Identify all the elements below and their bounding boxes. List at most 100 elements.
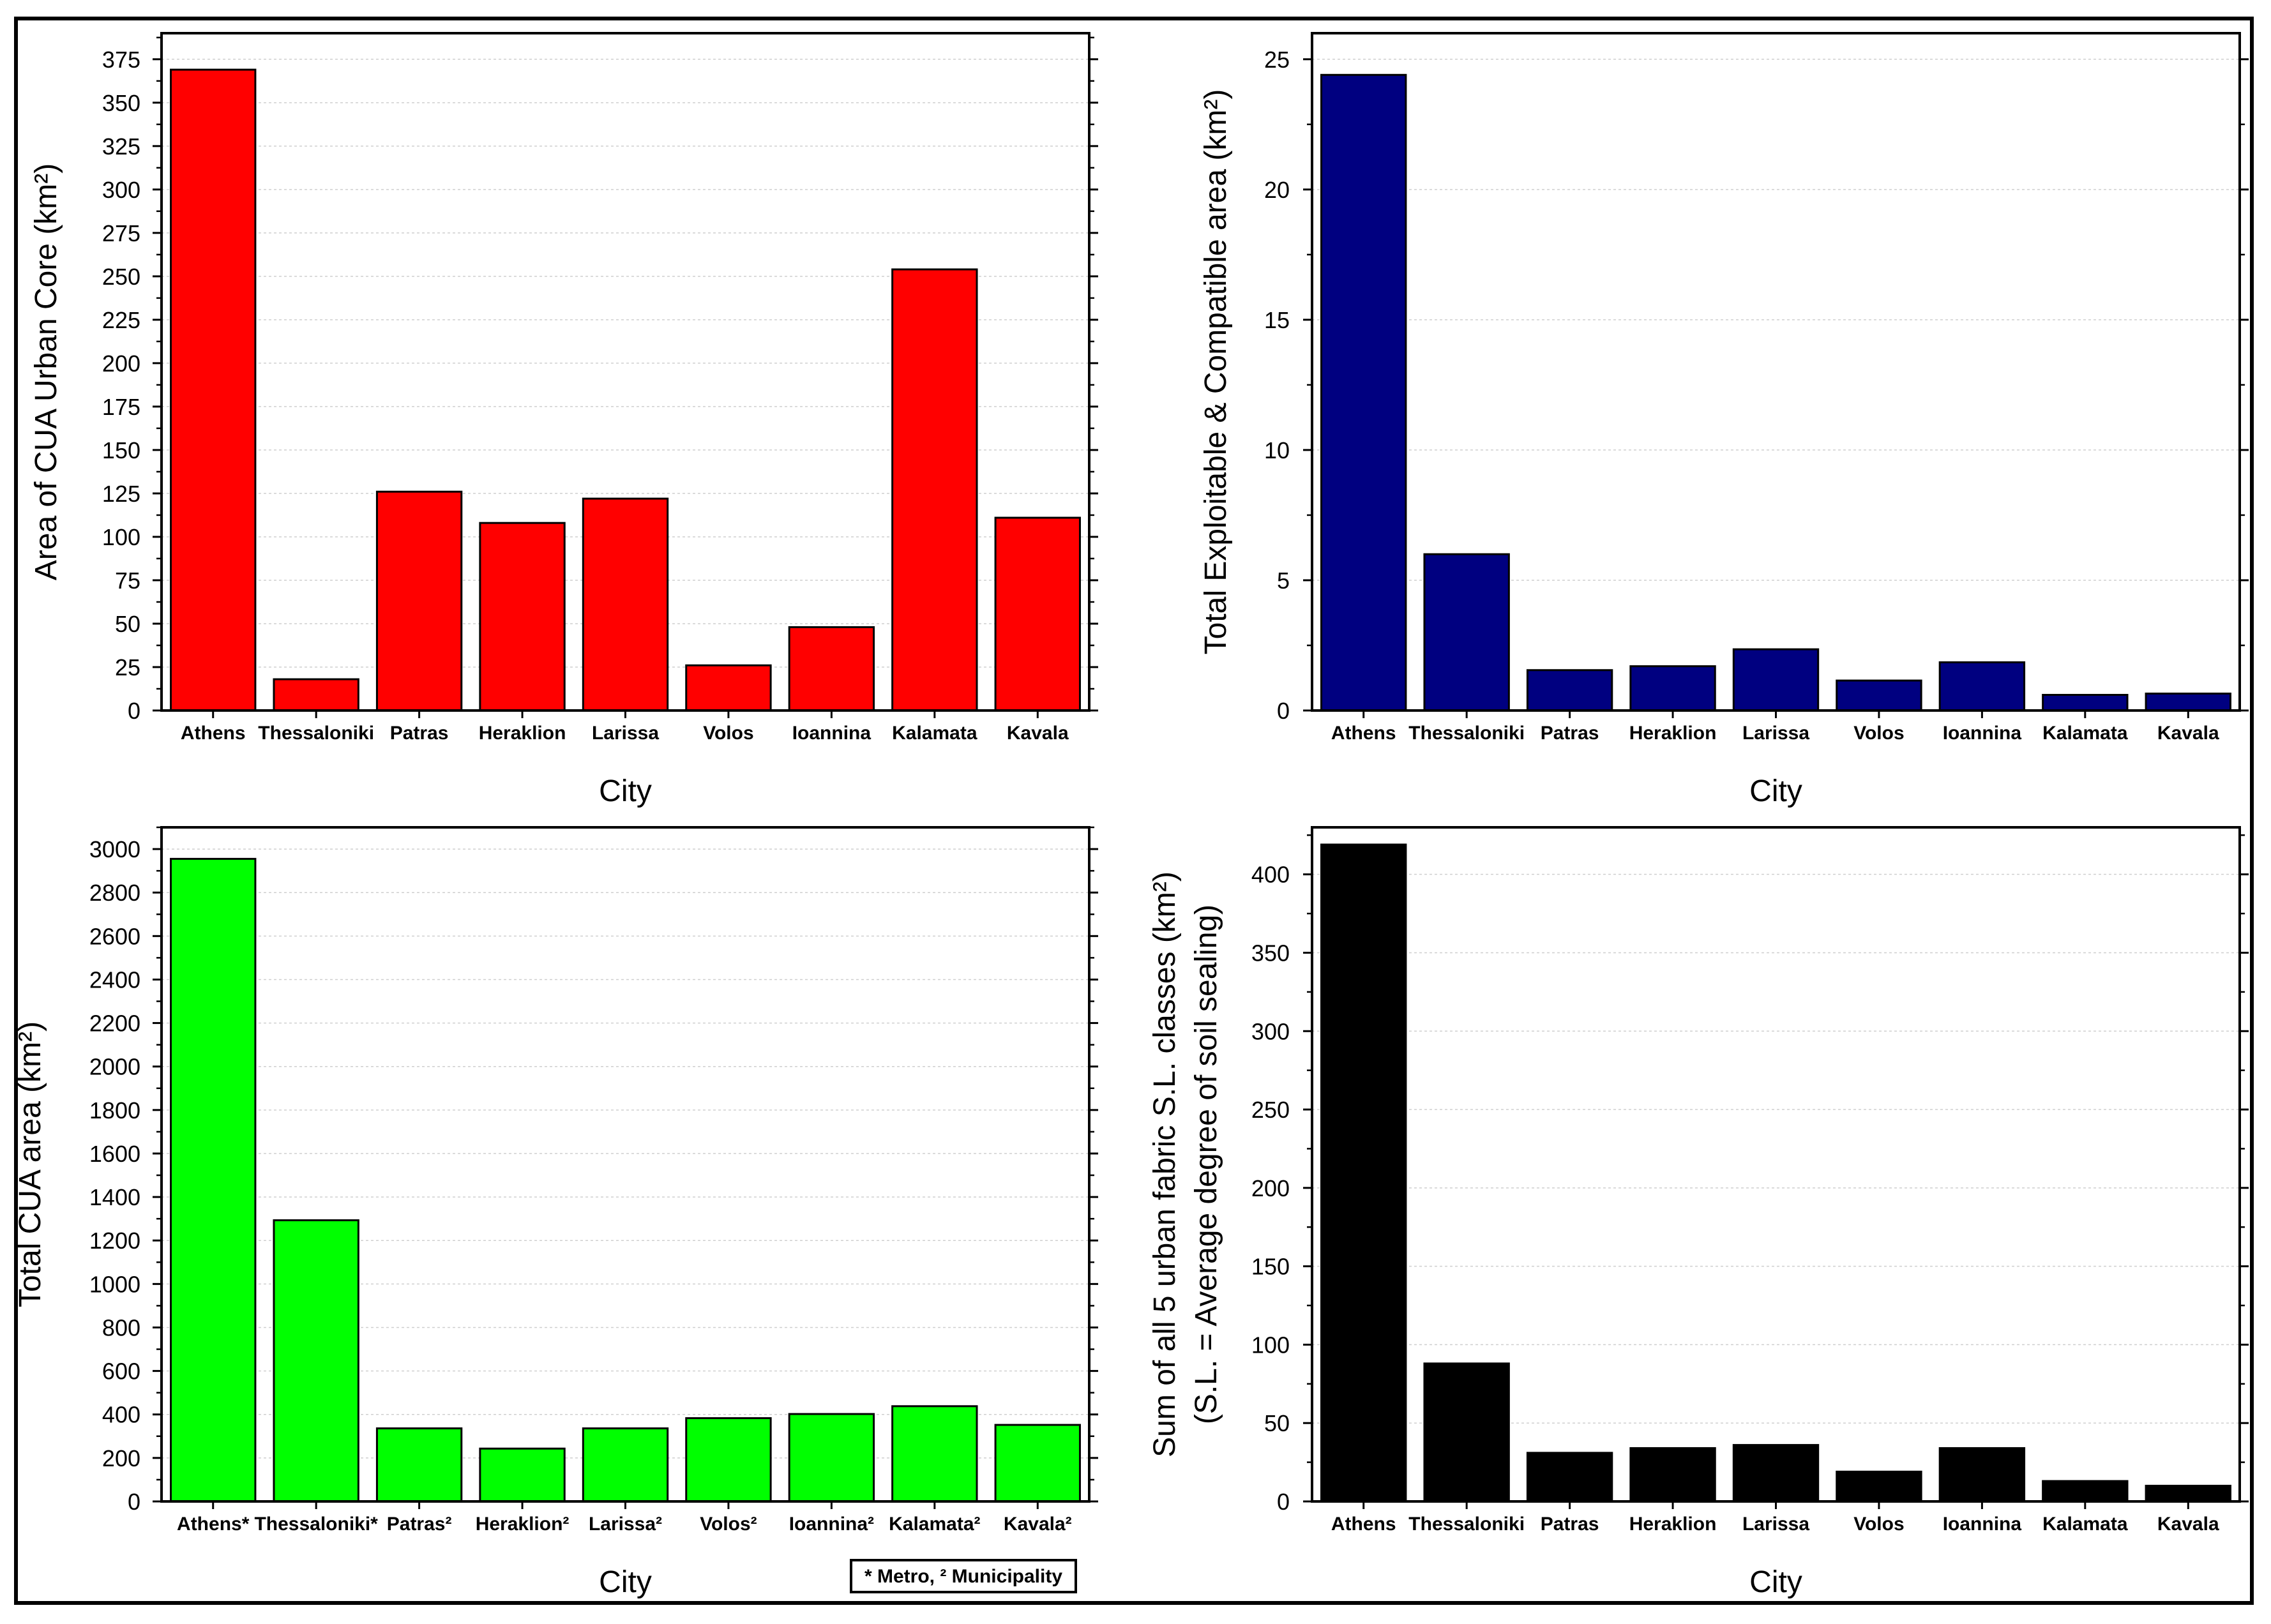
y-tick-label: 5 <box>1277 568 1290 594</box>
y-tick-label: 0 <box>128 1489 140 1515</box>
x-tick-label: Kalamata <box>2042 723 2128 744</box>
bar-kavala <box>994 1424 1081 1503</box>
footnote-text: * Metro, ² Municipality <box>864 1566 1062 1587</box>
x-tick-label: Larissa² <box>589 1514 662 1535</box>
y-tick-label: 325 <box>102 133 140 160</box>
bar-heraklion <box>1629 1447 1716 1503</box>
x-tick-label: Volos <box>1853 723 1904 744</box>
bar-thessaloniki <box>273 678 359 712</box>
x-tick-label: Ioannina <box>1943 723 2022 744</box>
y-tick-label: 150 <box>1251 1254 1290 1280</box>
x-tick-label: Larissa <box>1742 1514 1809 1535</box>
y-tick-label: 175 <box>102 394 140 420</box>
x-tick-label: Athens <box>181 723 246 744</box>
x-tick-label: Patras <box>1541 1514 1599 1535</box>
x-tick-label: Thessaloniki <box>1408 723 1525 744</box>
y-tick-label: 0 <box>1277 1489 1290 1515</box>
bar-larissa <box>582 497 669 712</box>
bar-ioannina <box>788 1413 875 1503</box>
bar-larissa <box>582 1427 669 1503</box>
plot-area-border <box>160 826 1090 1503</box>
bar-thessaloniki <box>1423 1362 1510 1503</box>
bar-volos <box>685 664 772 712</box>
x-tick-label: Athens* <box>177 1514 250 1535</box>
y-tick-label: 400 <box>102 1402 140 1428</box>
y-tick-label: 1200 <box>89 1228 140 1254</box>
bar-larissa <box>1732 648 1820 712</box>
bar-ioannina <box>1938 661 2026 712</box>
y-tick-label: 275 <box>102 220 140 246</box>
y-tick-label: 250 <box>1251 1097 1290 1123</box>
x-tick-label: Volos <box>1853 1514 1904 1535</box>
y-tick-label: 1800 <box>89 1097 140 1124</box>
bar-kalamata <box>891 1405 978 1503</box>
y-axis-title: Sum of all 5 urban fabric S.L. classes (… <box>1148 871 1182 1457</box>
chart-4: Athens Thessaloniki Patras Heraklion Larissa… <box>1148 826 2249 1599</box>
bar-patras <box>1526 669 1613 712</box>
y-tick-label: 200 <box>102 350 140 377</box>
y-tick-label: 3000 <box>89 836 140 862</box>
chart-3: Athens* Thessaloniki* Patras² Heraklion² Lar… <box>13 826 1098 1599</box>
y-tick-label: 1400 <box>89 1184 140 1210</box>
x-tick-label: Patras² <box>387 1514 452 1535</box>
bar-kalamata <box>2042 694 2129 712</box>
y-tick-label: 50 <box>1264 1410 1290 1436</box>
x-axis-title: City <box>1749 1565 1802 1599</box>
y-tick-label: 200 <box>102 1445 140 1471</box>
x-tick-label: Larissa <box>592 723 659 744</box>
x-tick-label: Kalamata² <box>889 1514 980 1535</box>
x-tick-label: Athens <box>1331 723 1396 744</box>
y-tick-label: 20 <box>1264 177 1290 203</box>
chart-1: Athens Thessaloniki Patras Heraklion Larissa… <box>29 32 1098 808</box>
y-tick-label: 15 <box>1264 307 1290 333</box>
x-tick-label: Ioannina <box>792 723 871 744</box>
y-tick-label: 0 <box>128 698 140 724</box>
bar-volos <box>1836 1470 1922 1503</box>
x-tick-label: Kavala <box>2157 1514 2219 1535</box>
x-tick-label: Ioannina² <box>789 1514 874 1535</box>
x-tick-label: Heraklion <box>479 723 566 744</box>
y-tick-label: 100 <box>102 524 140 550</box>
y-axis-title: Total CUA area (km²) <box>13 1021 47 1307</box>
x-tick-label: Volos <box>703 723 753 744</box>
y-tick-label: 1600 <box>89 1141 140 1167</box>
x-tick-label: Kalamata <box>892 723 977 744</box>
y-tick-label: 200 <box>1251 1175 1290 1201</box>
x-tick-label: Kavala <box>1007 723 1069 744</box>
bar-ioannina <box>788 626 875 712</box>
x-tick-label: Patras <box>1541 723 1599 744</box>
y-tick-label: 50 <box>115 611 140 637</box>
y-axis-title: Area of CUA Urban Core (km²) <box>29 163 63 581</box>
x-tick-label: Thessaloniki <box>258 723 374 744</box>
bar-patras <box>375 1427 463 1503</box>
bar-athens <box>1320 843 1407 1503</box>
y-tick-label: 0 <box>1277 698 1290 724</box>
y-tick-label: 100 <box>1251 1332 1290 1358</box>
y-tick-label: 600 <box>102 1358 140 1385</box>
x-tick-label: Thessaloniki* <box>254 1514 378 1535</box>
y-axis-title-secondary: (S.L. = Average degree of soil sealing) <box>1189 905 1223 1424</box>
footnote-box <box>850 1559 1077 1593</box>
y-tick-label: 400 <box>1251 862 1290 888</box>
x-axis-title: City <box>1749 774 1802 808</box>
bar-heraklion <box>1629 665 1716 712</box>
x-tick-label: Heraklion² <box>476 1514 570 1535</box>
bar-heraklion <box>479 1447 566 1503</box>
bar-patras <box>1526 1452 1613 1503</box>
y-axis-title: Total Exploitable & Compatible area (km²… <box>1199 89 1233 655</box>
y-tick-label: 2400 <box>89 966 140 993</box>
y-tick-label: 2800 <box>89 880 140 906</box>
x-axis-title: City <box>599 1565 652 1599</box>
y-tick-label: 25 <box>115 654 140 680</box>
y-tick-label: 350 <box>1251 940 1290 966</box>
y-tick-label: 800 <box>102 1314 140 1341</box>
bar-patras <box>375 490 463 712</box>
plot-area-border <box>1311 32 2241 712</box>
y-tick-label: 10 <box>1264 437 1290 463</box>
x-tick-label: Kalamata <box>2042 1514 2128 1535</box>
bar-kalamata <box>891 268 978 712</box>
y-tick-label: 1000 <box>89 1271 140 1297</box>
bar-kavala <box>2145 1484 2231 1503</box>
x-tick-label: Thessaloniki <box>1408 1514 1525 1535</box>
y-tick-label: 150 <box>102 437 140 463</box>
